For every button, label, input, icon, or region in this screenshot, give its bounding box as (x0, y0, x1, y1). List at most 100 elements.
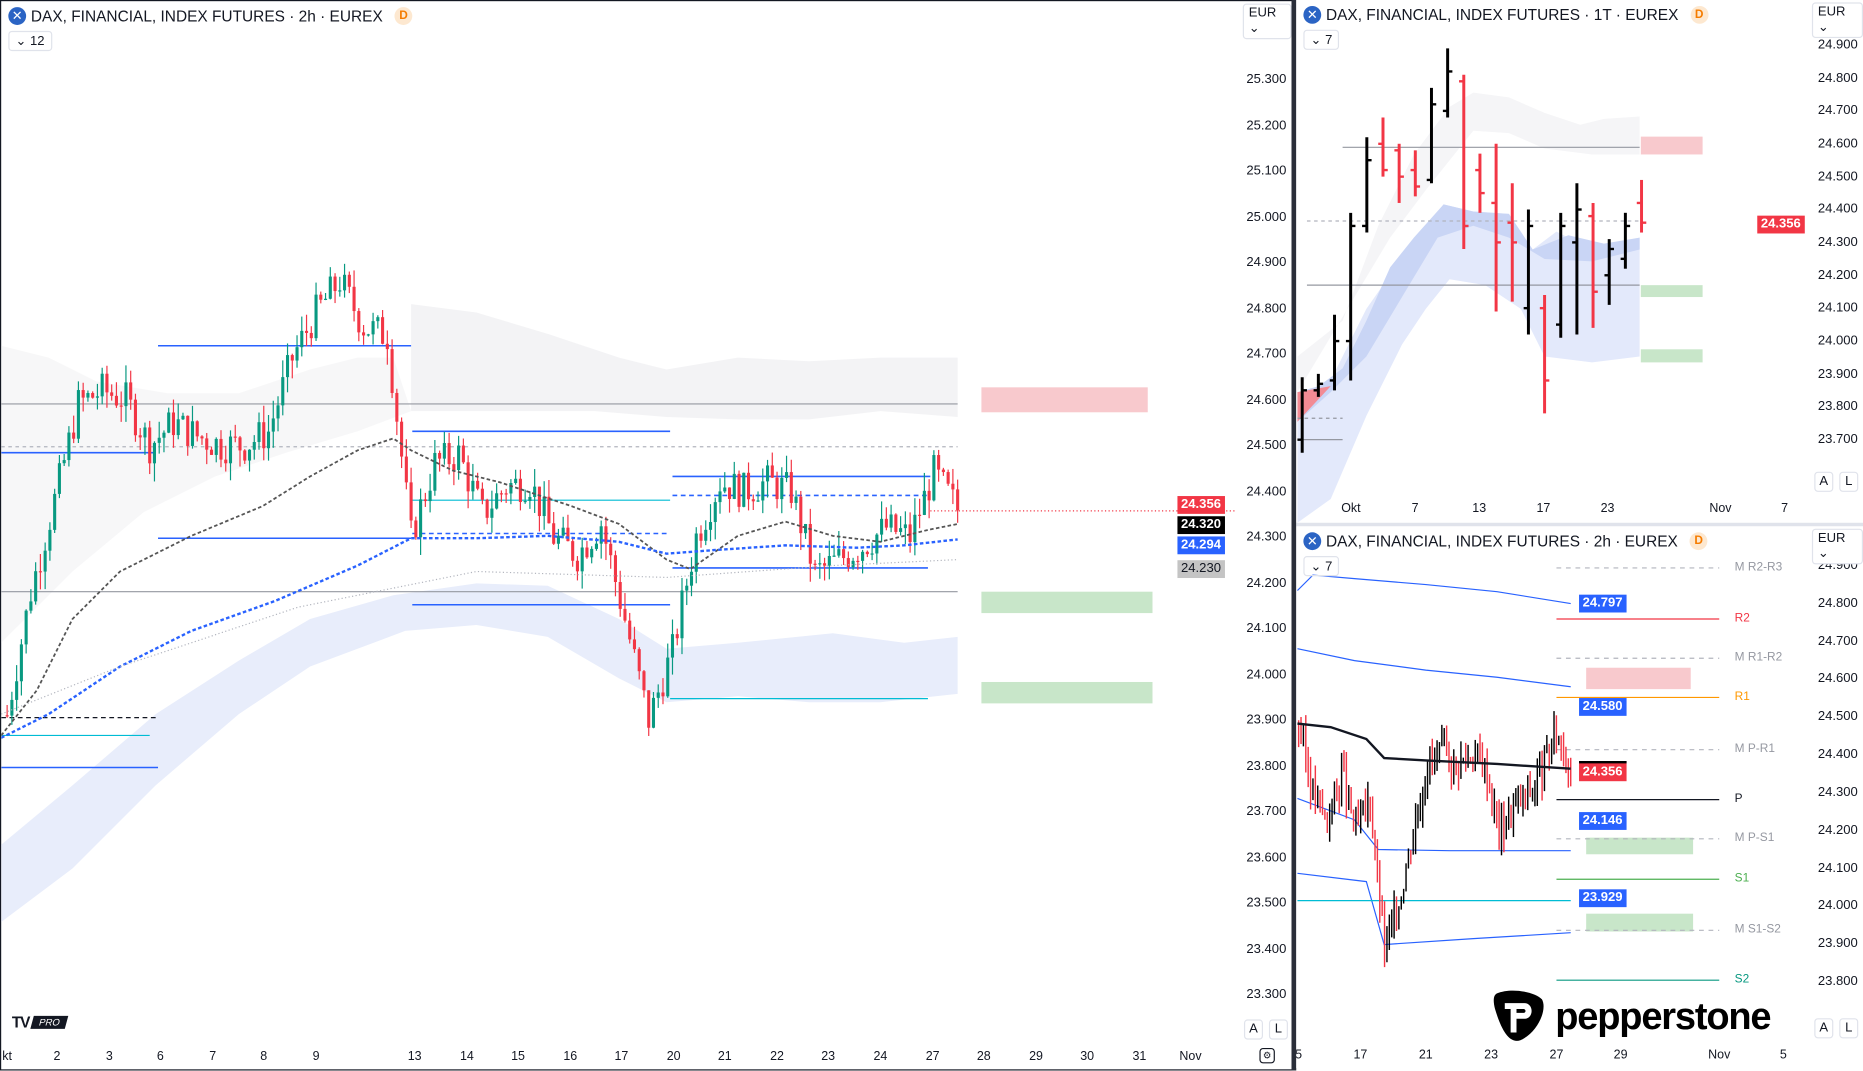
date-tick-label: 9 (312, 1049, 320, 1064)
chevron-down-icon: ⌄ (1817, 546, 1829, 561)
candle-body (827, 556, 831, 566)
auto-scale-button[interactable]: A (1814, 471, 1834, 492)
candle-body (438, 452, 442, 459)
date-tick-label: 24 (873, 1049, 888, 1064)
chevron-down-icon: ⌄ (1310, 33, 1322, 48)
candle-body (561, 527, 565, 536)
candle-body (38, 571, 42, 573)
candle-body (542, 496, 546, 517)
symbol-close-icon[interactable]: ✕ (8, 7, 27, 25)
candle-body (95, 396, 99, 398)
left-chart-panel[interactable]: ✕ DAX, FINANCIAL, INDEX FUTURES · 2h · E… (0, 0, 1293, 1071)
candle-body (723, 487, 727, 492)
date-tick-label: 20 (666, 1049, 681, 1064)
axis-tick-label: 24.100 (1817, 860, 1858, 876)
currency-value: EUR (1817, 531, 1846, 546)
log-scale-button[interactable]: L (1268, 1019, 1288, 1040)
auto-scale-button[interactable]: A (1814, 1018, 1834, 1039)
ohlc-bar (1620, 212, 1631, 269)
left-chart-header[interactable]: ✕ DAX, FINANCIAL, INDEX FUTURES · 2h · E… (8, 7, 413, 25)
date-tick-label: 5 (1296, 1048, 1302, 1062)
candle-body (285, 355, 290, 378)
left-chart-canvas[interactable] (1, 1, 1237, 1047)
candle-body (661, 692, 665, 697)
date-tick-label: 2 (53, 1049, 61, 1064)
top-right-chart-header[interactable]: ✕ DAX, FINANCIAL, INDEX FUTURES · 1T · E… (1303, 5, 1709, 24)
indicators-collapse-button[interactable]: ⌄ 7 (1303, 29, 1340, 50)
band-line (1297, 648, 1571, 688)
currency-select[interactable]: EUR ⌄ (1811, 2, 1863, 39)
candle-body (100, 373, 104, 397)
panel-divider-horizontal[interactable] (1296, 522, 1863, 527)
candle-body (86, 393, 90, 398)
candle-body (913, 514, 917, 543)
date-tick-label: 31 (1132, 1049, 1147, 1064)
candle-body (333, 276, 337, 292)
date-tick-label: 6 (156, 1049, 164, 1064)
axis-tick-label: 23.400 (1246, 941, 1287, 956)
candle-body (471, 480, 475, 492)
candle-body (400, 421, 404, 457)
candle-body (903, 524, 907, 529)
candle-body (228, 436, 233, 464)
candle-body (15, 681, 19, 700)
auto-scale-button[interactable]: A (1243, 1019, 1263, 1040)
axis-tick-label: 24.400 (1246, 484, 1287, 499)
candle-body (509, 483, 513, 494)
demand-zone (981, 591, 1153, 614)
candle-body (894, 514, 898, 532)
candle-body (718, 491, 722, 503)
axis-tick-label: 24.600 (1817, 136, 1858, 151)
settings-gear-icon[interactable]: ⚙ (1259, 1047, 1275, 1064)
log-scale-button[interactable]: L (1839, 1018, 1859, 1039)
candle-body (338, 290, 342, 292)
indicators-collapse-button[interactable]: ⌄ 7 (1303, 556, 1340, 577)
candle-body (157, 437, 161, 443)
top-right-chart-canvas[interactable] (1296, 0, 1863, 523)
candle-body (675, 634, 679, 639)
price-axis[interactable]: 25.40025.30025.20025.10025.00024.90024.8… (1237, 1, 1292, 1047)
delay-badge: D (394, 7, 413, 25)
candle-body (670, 634, 675, 658)
bottom-right-chart-panel[interactable]: ✕ DAX, FINANCIAL, INDEX FUTURES · 2h · E… (1296, 526, 1863, 1069)
bottom-right-chart-header[interactable]: ✕ DAX, FINANCIAL, INDEX FUTURES · 2h · E… (1303, 532, 1708, 551)
panel-divider[interactable] (1291, 0, 1297, 1071)
candle-body (637, 649, 641, 672)
candle-body (552, 523, 556, 544)
axis-tick-label: 23.700 (1817, 432, 1858, 447)
candle-body (751, 499, 755, 502)
candle-body (29, 601, 33, 611)
candles (1297, 711, 1572, 968)
candle-body (704, 529, 708, 541)
candle-body (799, 496, 803, 534)
pivot-label: M S1-S2 (1734, 923, 1781, 937)
top-right-chart-panel[interactable]: ✕ DAX, FINANCIAL, INDEX FUTURES · 1T · E… (1296, 0, 1863, 523)
axis-tick-label: 24.700 (1817, 634, 1858, 649)
candle-body (642, 671, 646, 691)
candle-body (110, 392, 114, 396)
currency-select[interactable]: EUR ⌄ (1811, 528, 1863, 565)
candle-body (476, 480, 480, 489)
candle-body (746, 472, 751, 500)
ma-price-badge: 24.320 (1177, 516, 1225, 535)
upper-band-fill (411, 304, 958, 420)
indicators-collapse-button[interactable]: ⌄ 12 (8, 30, 52, 52)
axis-tick-label: 24.200 (1817, 268, 1858, 283)
candle-body (324, 298, 328, 300)
axis-tick-label: 24.700 (1817, 103, 1858, 119)
bottom-right-chart-canvas[interactable] (1296, 526, 1863, 1068)
currency-select[interactable]: EUR ⌄ (1242, 3, 1292, 40)
candle-body (533, 486, 537, 497)
log-scale-button[interactable]: L (1839, 471, 1859, 492)
candle-body (371, 321, 375, 335)
pivot-price-badge: 24.580 (1579, 698, 1627, 716)
candle-body (780, 477, 784, 500)
candle-body (76, 390, 80, 439)
ohlc-bar (1475, 153, 1485, 213)
candle-body (200, 436, 204, 439)
symbol-close-icon[interactable]: ✕ (1303, 532, 1322, 551)
axis-tick-label: 25.200 (1246, 118, 1287, 133)
symbol-close-icon[interactable]: ✕ (1303, 5, 1322, 24)
candle-body (537, 486, 541, 517)
chevron-down-icon: ⌄ (1248, 21, 1260, 36)
